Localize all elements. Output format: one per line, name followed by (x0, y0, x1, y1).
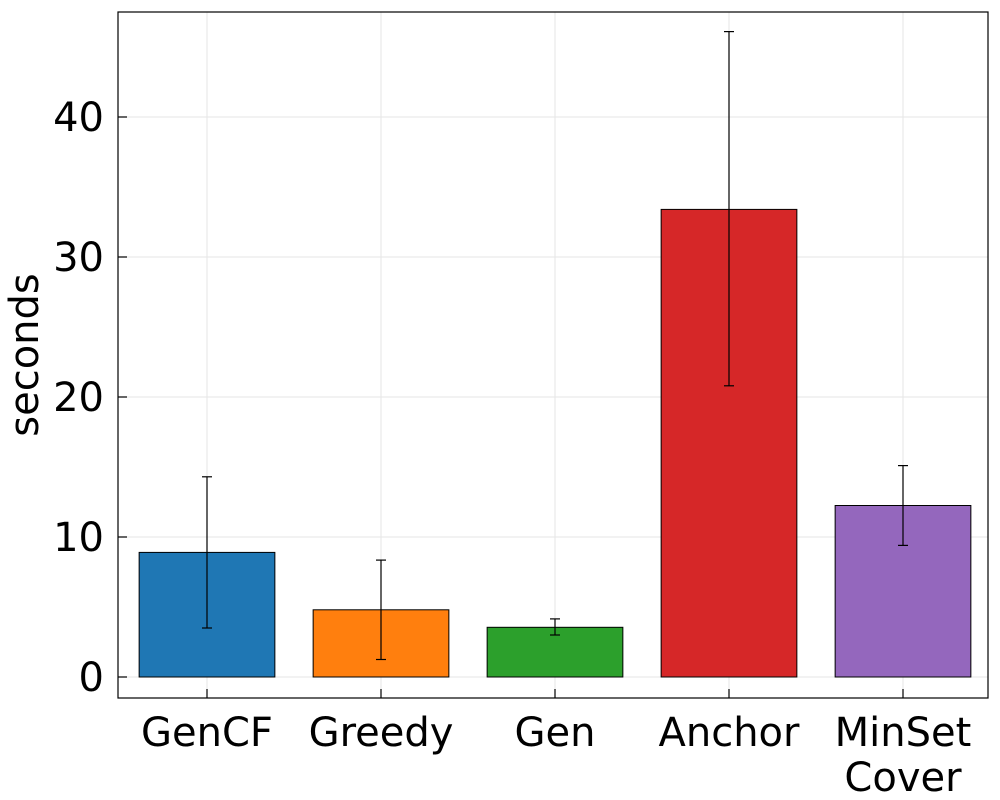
y-tick-label-30: 30 (53, 235, 104, 281)
plot-frame (117, 11, 989, 699)
y-tick-label-40: 40 (53, 95, 104, 141)
x-tick-label-4-0: MinSet (835, 710, 972, 756)
x-tick-label-4-1: Cover (844, 755, 962, 800)
error-bars (202, 31, 908, 661)
y-axis-title: seconds (2, 273, 48, 437)
y-tick-label-0: 0 (79, 655, 104, 701)
x-tick-label-1-0: Greedy (309, 710, 454, 756)
y-tick-label-10: 10 (53, 515, 104, 561)
x-tick-label-2-0: Gen (515, 710, 596, 756)
axis-ticks (118, 116, 904, 698)
x-tick-label-0-0: GenCF (141, 710, 273, 756)
y-tick-label-20: 20 (53, 375, 104, 421)
x-tick-label-3-0: Anchor (659, 710, 801, 756)
bar-2 (486, 626, 624, 678)
